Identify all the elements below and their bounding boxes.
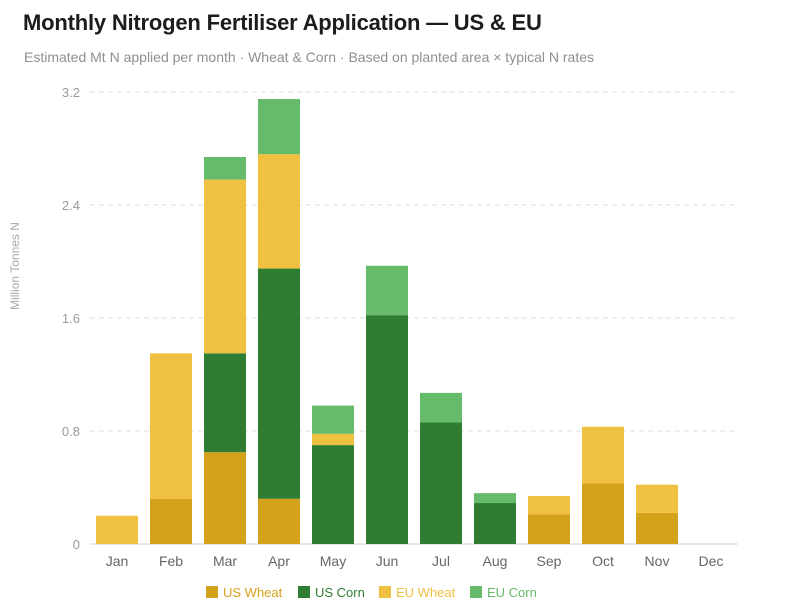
y-tick-label: 0: [73, 537, 80, 552]
bar-aug-eu-corn: [474, 493, 516, 504]
x-tick-label: Dec: [699, 553, 724, 569]
legend-label: US Corn: [315, 585, 365, 600]
legend-item-us-corn[interactable]: US Corn: [298, 585, 365, 600]
legend-swatch: [379, 586, 391, 598]
bar-may-eu-wheat: [312, 433, 354, 446]
y-tick-label: 2.4: [62, 198, 80, 213]
x-tick-label: Jan: [106, 553, 129, 569]
x-tick-label: Jul: [432, 553, 450, 569]
y-axis-label: Million Tonnes N: [8, 222, 22, 310]
x-tick-label: May: [320, 553, 346, 569]
bar-may-us-corn: [312, 445, 354, 544]
legend-label: EU Wheat: [396, 585, 456, 600]
bar-apr-eu-corn: [258, 99, 300, 155]
x-tick-label: Aug: [483, 553, 508, 569]
bar-jul-eu-corn: [420, 392, 462, 423]
legend-swatch: [298, 586, 310, 598]
bar-sep-us-wheat: [528, 514, 570, 544]
x-tick-label: Apr: [268, 553, 290, 569]
bar-mar-eu-wheat: [204, 179, 246, 354]
bar-jul-us-corn: [420, 422, 462, 544]
bar-jun-eu-corn: [366, 265, 408, 316]
legend-label: EU Corn: [487, 585, 537, 600]
x-tick-label: Oct: [592, 553, 614, 569]
bar-feb-eu-wheat: [150, 353, 192, 499]
x-tick-label: Jun: [376, 553, 399, 569]
bar-apr-eu-wheat: [258, 154, 300, 269]
x-axis-ticks: Jan Feb Mar Apr May Jun Jul Aug Sep Oct Nov Dec: [106, 553, 724, 569]
x-tick-label: Sep: [537, 553, 562, 569]
legend-item-us-wheat[interactable]: US Wheat: [206, 585, 283, 600]
bar-feb-us-wheat: [150, 498, 192, 544]
bars: [96, 99, 678, 544]
legend-item-eu-corn[interactable]: EU Corn: [470, 585, 537, 600]
legend-swatch: [470, 586, 482, 598]
x-tick-label: Mar: [213, 553, 237, 569]
bar-oct-eu-wheat: [582, 426, 624, 484]
bar-jun-us-corn: [366, 315, 408, 544]
legend-item-eu-wheat[interactable]: EU Wheat: [379, 585, 456, 600]
y-axis-ticks: 0 0.8 1.6 2.4 3.2: [62, 85, 80, 552]
legend-swatch: [206, 586, 218, 598]
bar-apr-us-wheat: [258, 498, 300, 544]
y-tick-label: 1.6: [62, 311, 80, 326]
bar-oct-us-wheat: [582, 483, 624, 544]
bar-apr-us-corn: [258, 268, 300, 499]
legend[interactable]: US Wheat US Corn EU Wheat EU Corn: [206, 585, 537, 600]
y-tick-label: 3.2: [62, 85, 80, 100]
bar-mar-us-wheat: [204, 452, 246, 544]
y-tick-label: 0.8: [62, 424, 80, 439]
bar-nov-eu-wheat: [636, 484, 678, 513]
bar-sep-eu-wheat: [528, 495, 570, 515]
x-tick-label: Feb: [159, 553, 183, 569]
gridlines: [90, 91, 738, 545]
bar-jan-eu-wheat: [96, 515, 138, 544]
bar-aug-us-corn: [474, 503, 516, 544]
chart-subtitle: Estimated Mt N applied per month · Wheat…: [24, 49, 595, 65]
bar-mar-us-corn: [204, 353, 246, 453]
legend-label: US Wheat: [223, 585, 283, 600]
bar-mar-eu-corn: [204, 156, 246, 180]
bar-may-eu-corn: [312, 405, 354, 434]
chart-title: Monthly Nitrogen Fertiliser Application …: [23, 10, 542, 35]
x-tick-label: Nov: [645, 553, 670, 569]
bar-nov-us-wheat: [636, 512, 678, 544]
